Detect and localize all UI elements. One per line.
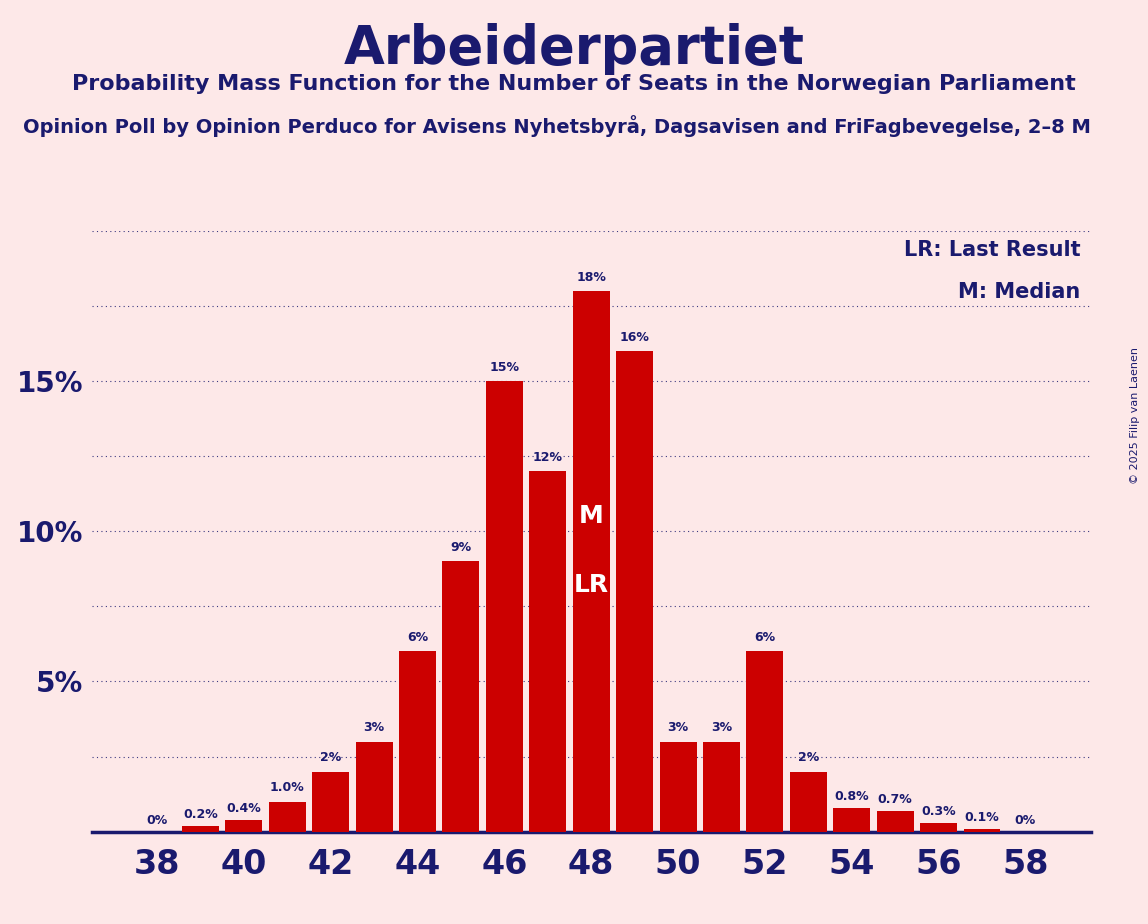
Text: 0%: 0% — [146, 814, 168, 827]
Text: 9%: 9% — [450, 541, 472, 553]
Bar — [616, 351, 653, 832]
Text: 18%: 18% — [576, 271, 606, 284]
Text: 1.0%: 1.0% — [270, 781, 304, 794]
Bar — [703, 741, 740, 832]
Text: 0.1%: 0.1% — [964, 811, 1000, 824]
Text: 3%: 3% — [364, 721, 385, 734]
Bar — [312, 772, 349, 832]
Bar — [181, 826, 219, 832]
Text: 6%: 6% — [406, 631, 428, 644]
Bar — [269, 801, 305, 832]
Bar — [486, 381, 522, 832]
Text: M: M — [579, 505, 604, 529]
Text: 0.4%: 0.4% — [226, 802, 262, 815]
Bar — [400, 651, 436, 832]
Bar — [963, 829, 1001, 832]
Bar — [442, 562, 480, 832]
Bar — [921, 822, 957, 832]
Text: Arbeiderpartiet: Arbeiderpartiet — [343, 23, 805, 75]
Text: 0.3%: 0.3% — [922, 805, 956, 818]
Text: 12%: 12% — [533, 451, 563, 464]
Text: M: Median: M: Median — [959, 282, 1080, 302]
Text: 2%: 2% — [798, 751, 819, 764]
Text: 2%: 2% — [320, 751, 341, 764]
Text: 6%: 6% — [754, 631, 776, 644]
Bar — [529, 471, 566, 832]
Text: 3%: 3% — [711, 721, 732, 734]
Text: 3%: 3% — [667, 721, 689, 734]
Bar — [746, 651, 783, 832]
Text: 0.8%: 0.8% — [835, 790, 869, 803]
Text: 15%: 15% — [489, 360, 519, 373]
Bar — [225, 820, 262, 832]
Bar — [877, 810, 914, 832]
Bar — [573, 291, 610, 832]
Text: Probability Mass Function for the Number of Seats in the Norwegian Parliament: Probability Mass Function for the Number… — [72, 74, 1076, 94]
Text: LR: Last Result: LR: Last Result — [903, 240, 1080, 260]
Bar — [790, 772, 827, 832]
Bar — [660, 741, 697, 832]
Text: Opinion Poll by Opinion Perduco for Avisens Nyhetsbyrå, Dagsavisen and FriFagbev: Opinion Poll by Opinion Perduco for Avis… — [23, 116, 1091, 138]
Text: 0.7%: 0.7% — [878, 793, 913, 806]
Bar — [356, 741, 393, 832]
Text: 0.2%: 0.2% — [183, 808, 218, 821]
Text: 16%: 16% — [620, 331, 650, 344]
Text: LR: LR — [574, 574, 608, 597]
Text: © 2025 Filip van Laenen: © 2025 Filip van Laenen — [1130, 347, 1140, 484]
Text: 0%: 0% — [1015, 814, 1037, 827]
Bar — [833, 808, 870, 832]
